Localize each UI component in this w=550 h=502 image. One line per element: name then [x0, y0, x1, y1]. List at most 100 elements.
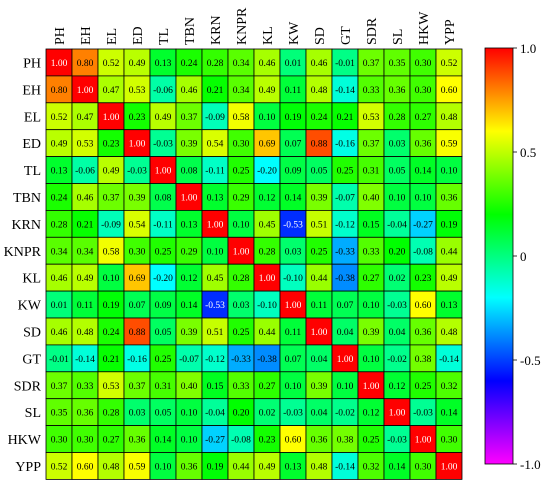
heatmap-cell	[45, 209, 73, 238]
heatmap-cell	[175, 317, 203, 346]
heatmap-cell	[409, 183, 437, 211]
cell-value-label: 0.37	[103, 193, 120, 203]
cell-value-label: 0.30	[77, 436, 94, 446]
cell-value-label: 0.19	[103, 301, 120, 311]
heatmap-cell	[305, 344, 333, 373]
cell-value-label: 0.28	[259, 247, 276, 257]
cell-value-label: 0.49	[441, 274, 458, 284]
cell-value-label: 0.29	[181, 247, 198, 257]
cell-value-label: 0.37	[129, 382, 146, 392]
cell-value-label: 0.36	[129, 436, 146, 446]
cell-value-label: 1.00	[51, 59, 68, 69]
heatmap-cell	[97, 290, 125, 319]
heatmap-cell	[97, 129, 125, 157]
heatmap-cell	[71, 398, 99, 427]
cell-value-label: 0.11	[285, 328, 302, 338]
cell-value-label: -0.11	[153, 220, 173, 230]
cell-value-label: 0.46	[51, 274, 68, 284]
cell-value-label: 0.46	[51, 328, 68, 338]
cell-value-label: -0.06	[153, 86, 173, 96]
cell-value-label: -0.16	[127, 355, 147, 365]
colorbar-tick-label: 1.0	[520, 41, 536, 56]
cell-value-label: -0.04	[205, 409, 225, 419]
heatmap-cell	[97, 452, 125, 480]
cell-value-label: 0.69	[129, 274, 146, 284]
cell-value-label: 1.00	[415, 436, 432, 446]
cell-value-label: 0.14	[389, 462, 406, 472]
heatmap-cell	[201, 209, 229, 238]
cell-value-label: 0.09	[155, 301, 172, 311]
cell-value-label: 0.36	[311, 436, 328, 446]
cell-value-label: 0.19	[285, 113, 302, 123]
cell-value-label: 1.00	[103, 113, 120, 123]
heatmap-cell	[357, 102, 385, 131]
heatmap-cell	[45, 371, 73, 400]
row-label: TBN	[13, 191, 41, 206]
cell-value-label: 0.07	[337, 301, 354, 311]
heatmap-cell	[331, 156, 359, 184]
cell-value-label: -0.14	[439, 355, 459, 365]
heatmap-cell	[97, 156, 125, 184]
cell-value-label: -0.07	[179, 355, 199, 365]
heatmap-cell	[409, 263, 437, 292]
cell-value-label: -0.03	[283, 409, 303, 419]
cell-value-label: 0.10	[363, 301, 380, 311]
cell-value-label: 0.48	[311, 86, 328, 96]
cell-value-label: 0.33	[363, 247, 380, 257]
cell-value-label: 0.25	[415, 382, 432, 392]
cell-value-label: 0.31	[363, 167, 380, 177]
heatmap-cell	[383, 398, 411, 427]
cell-value-label: 0.24	[51, 193, 68, 203]
heatmap-cell	[279, 48, 307, 77]
cell-value-label: -0.14	[335, 86, 355, 96]
cell-value-label: 0.05	[155, 409, 172, 419]
cell-value-label: 0.53	[77, 140, 94, 150]
heatmap-cell	[357, 156, 385, 184]
cell-value-label: -0.03	[387, 436, 407, 446]
cell-value-label: -0.06	[75, 167, 95, 177]
cell-value-label: 0.15	[207, 382, 224, 392]
cell-value-label: 0.48	[441, 113, 458, 123]
heatmap-cell	[279, 371, 307, 400]
heatmap-cell	[435, 263, 463, 292]
cell-value-label: 0.52	[441, 59, 458, 69]
heatmap-cell	[97, 209, 125, 238]
cell-value-label: 0.54	[129, 220, 146, 230]
heatmap-cell	[45, 75, 73, 104]
cell-value-label: 0.12	[181, 274, 198, 284]
cell-value-label: 0.60	[285, 436, 302, 446]
heatmap-cell	[45, 425, 73, 453]
heatmap-cell	[123, 398, 151, 427]
cell-value-label: 1.00	[337, 355, 354, 365]
heatmap-cell	[435, 398, 463, 427]
heatmap-cell	[305, 398, 333, 427]
column-label: KL	[261, 26, 276, 45]
cell-value-label: -0.16	[335, 140, 355, 150]
heatmap-cell	[435, 344, 463, 373]
cell-value-label: 0.25	[233, 328, 250, 338]
heatmap-cell	[201, 183, 229, 211]
cell-value-label: 0.13	[155, 59, 172, 69]
heatmap-cell	[409, 236, 437, 265]
heatmap-cell	[123, 102, 151, 131]
cell-value-label: 1.00	[441, 462, 458, 472]
cell-value-label: 0.52	[51, 113, 68, 123]
cell-value-label: 0.25	[233, 167, 250, 177]
cell-value-label: 0.31	[155, 382, 172, 392]
cell-value-label: -0.14	[335, 462, 355, 472]
heatmap-cell	[435, 156, 463, 184]
heatmap-cell	[45, 317, 73, 346]
cell-value-label: 0.24	[311, 113, 328, 123]
cell-value-label: 0.45	[207, 274, 224, 284]
heatmap-cell	[331, 209, 359, 238]
heatmap-cell	[175, 344, 203, 373]
cell-value-label: 0.23	[259, 436, 276, 446]
cell-value-label: 0.69	[259, 140, 276, 150]
cell-value-label: 0.39	[363, 328, 380, 338]
cell-value-label: 0.30	[415, 86, 432, 96]
cell-value-label: -0.53	[205, 301, 225, 311]
heatmap-cell	[175, 48, 203, 77]
cell-value-label: -0.03	[413, 409, 433, 419]
heatmap-cell	[331, 290, 359, 319]
heatmap-cell	[97, 75, 125, 104]
